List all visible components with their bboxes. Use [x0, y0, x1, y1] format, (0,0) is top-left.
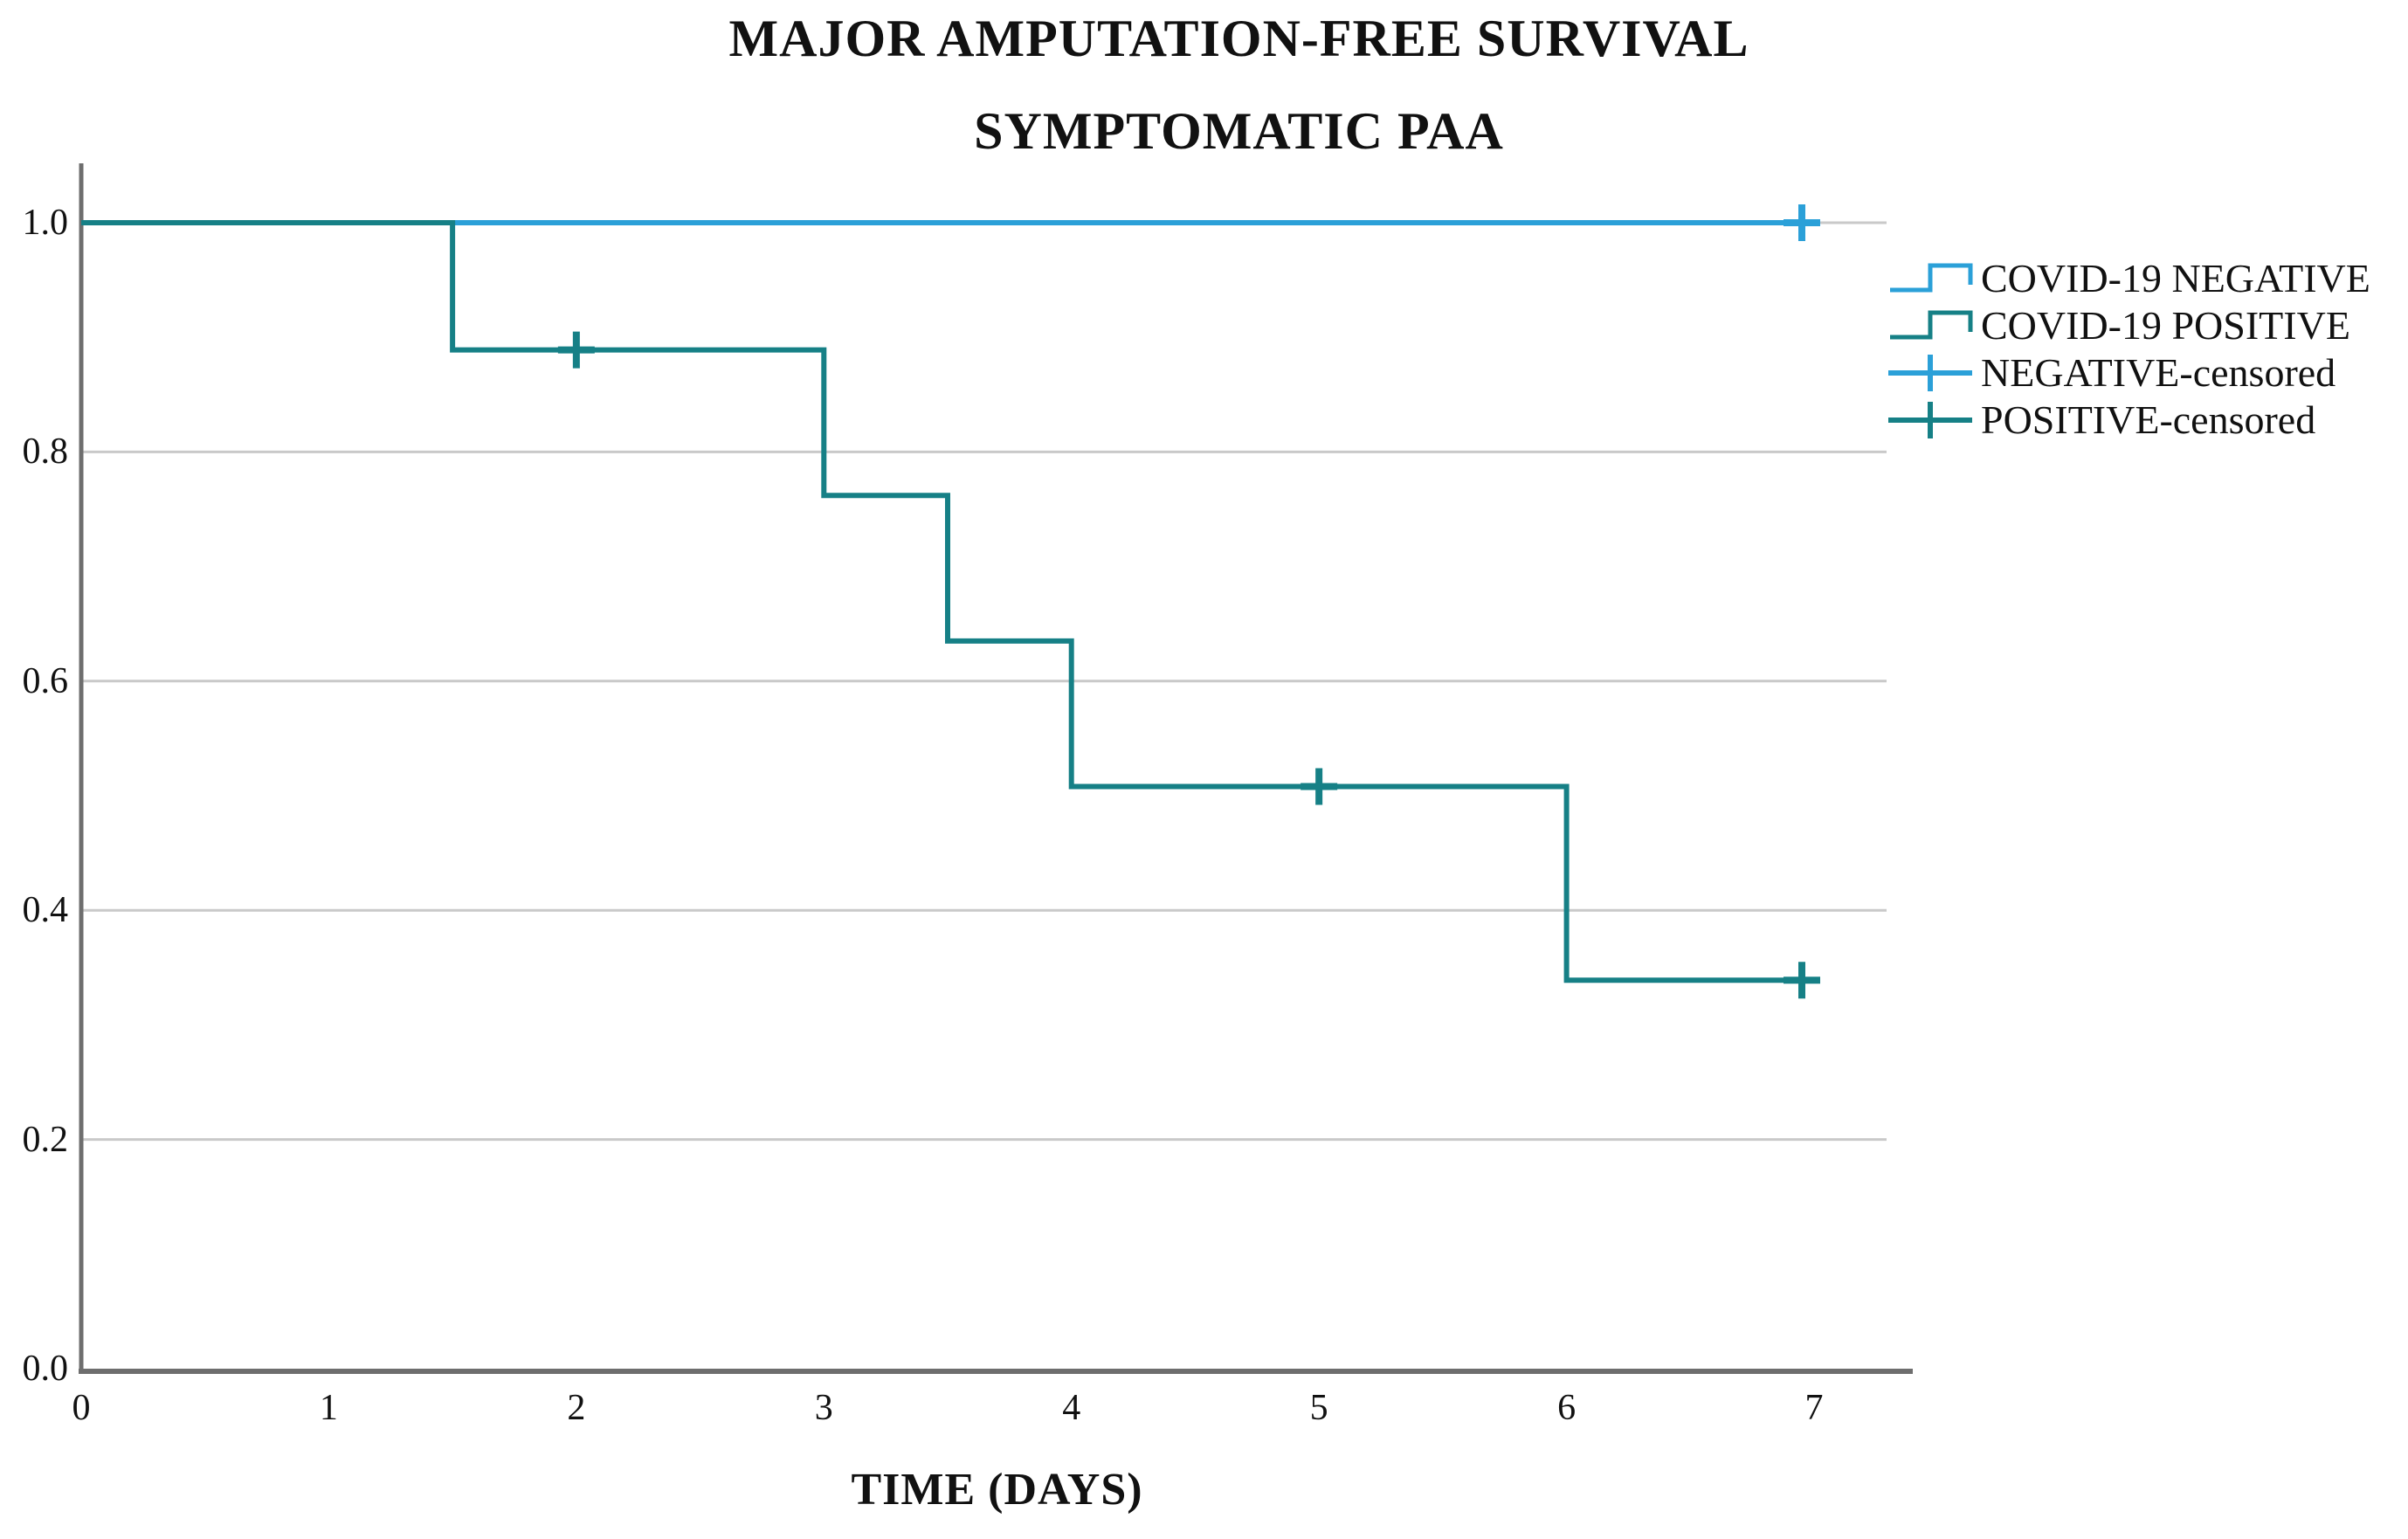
- x-axis-title: TIME (DAYS): [851, 1465, 1143, 1515]
- legend-label: POSITIVE-censored: [1981, 397, 2316, 442]
- censor-plus-icon: [1888, 402, 1972, 438]
- x-tick-label: 0: [72, 1388, 91, 1428]
- censor-plus-icon: [1888, 355, 1972, 391]
- y-tick-label: 0.2: [22, 1119, 69, 1160]
- x-tick-label: 1: [319, 1388, 338, 1428]
- y-tick-label: 0.0: [22, 1349, 69, 1389]
- x-tick-label: 6: [1557, 1388, 1577, 1428]
- x-tick-label: 4: [1062, 1388, 1081, 1428]
- x-tick-label: 7: [1804, 1388, 1824, 1428]
- survival-curve: [81, 220, 1814, 983]
- step-line-icon: [1890, 310, 1973, 340]
- y-tick-label: 0.8: [22, 431, 69, 473]
- x-tick-label: 3: [814, 1388, 833, 1428]
- legend-item: POSITIVE-censored: [1887, 397, 2370, 444]
- legend-item: NEGATIVE-censored: [1887, 349, 2370, 397]
- legend-label: NEGATIVE-censored: [1981, 350, 2336, 395]
- x-tick-label: 5: [1309, 1388, 1328, 1428]
- y-tick-label: 0.4: [22, 890, 69, 931]
- step-line-icon: [1890, 263, 1973, 293]
- chart-title-line1: MAJOR AMPUTATION-FREE SURVIVAL: [728, 10, 1749, 67]
- legend-label: COVID-19 POSITIVE: [1981, 303, 2350, 348]
- chart-title-line2: SYMPTOMATIC PAA: [974, 102, 1504, 160]
- y-tick-label: 1.0: [22, 203, 69, 243]
- y-tick-label: 0.6: [22, 660, 69, 701]
- legend-item: COVID-19 POSITIVE: [1887, 302, 2370, 349]
- legend-item: COVID-19 NEGATIVE: [1887, 255, 2370, 302]
- x-tick-label: 2: [567, 1388, 586, 1428]
- legend: COVID-19 NEGATIVE COVID-19 POSITIVE NEGATI…: [1887, 255, 2370, 444]
- legend-label: COVID-19 NEGATIVE: [1981, 256, 2370, 300]
